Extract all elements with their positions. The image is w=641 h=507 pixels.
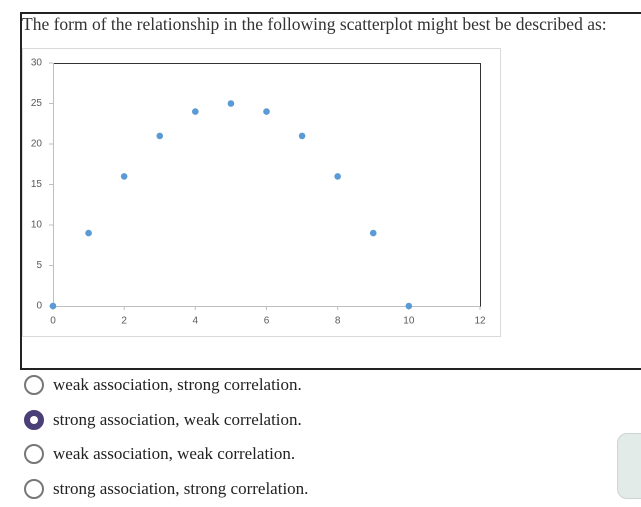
- point: [156, 132, 164, 140]
- x-tick-label: 0: [50, 316, 56, 327]
- radio-button[interactable]: [24, 479, 44, 500]
- y-tick-label: 0: [36, 301, 42, 312]
- x-tick-label: 12: [474, 316, 486, 327]
- x-tick-label: 10: [403, 316, 415, 327]
- option[interactable]: weak association, strong correlation.: [24, 373, 302, 397]
- point: [298, 132, 306, 140]
- radio-button[interactable]: [24, 375, 44, 395]
- y-tick-label: 10: [31, 220, 43, 231]
- y-tick-label: 20: [31, 139, 43, 150]
- option[interactable]: weak association, weak correlation.: [24, 442, 295, 466]
- y-tick-label: 30: [31, 58, 43, 69]
- option-label[interactable]: weak association, weak correlation.: [53, 444, 296, 464]
- chart-frame: [22, 48, 501, 337]
- y-tick-label: 25: [31, 98, 43, 109]
- point: [334, 173, 341, 180]
- x-tick-label: 6: [264, 316, 270, 327]
- option[interactable]: strong association, weak correlation.: [24, 408, 302, 432]
- side-button[interactable]: [617, 433, 641, 499]
- question-text: The form of the relationship in the foll…: [22, 14, 607, 34]
- option-label[interactable]: strong association, weak correlation.: [53, 409, 302, 429]
- point: [227, 100, 235, 107]
- x-tick-label: 2: [121, 316, 127, 327]
- x-tick-label: 4: [193, 316, 199, 327]
- point: [405, 302, 413, 310]
- point: [263, 108, 270, 115]
- point: [85, 229, 92, 237]
- point: [120, 173, 128, 180]
- radio-button[interactable]: [24, 409, 44, 430]
- option-label[interactable]: weak association, strong correlation.: [53, 375, 302, 394]
- y-tick-label: 5: [36, 260, 42, 271]
- option[interactable]: strong association, strong correlation.: [24, 477, 308, 501]
- option-label[interactable]: strong association, strong correlation.: [53, 479, 309, 499]
- x-tick-label: 8: [335, 316, 341, 327]
- chart: 0 5 10 15 20 25 30 0 2 4 6 8 10 12: [22, 48, 501, 337]
- point: [192, 108, 199, 115]
- y-tick-label: 15: [31, 179, 43, 190]
- point: [49, 302, 57, 310]
- radio-button[interactable]: [24, 444, 44, 465]
- question-box: [20, 12, 641, 370]
- point: [369, 229, 377, 237]
